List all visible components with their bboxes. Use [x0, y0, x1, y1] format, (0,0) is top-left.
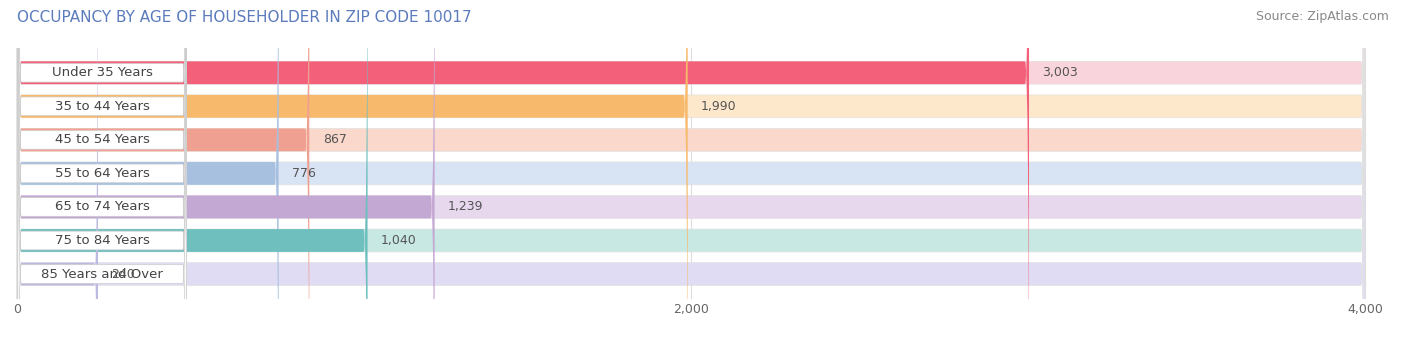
FancyBboxPatch shape — [17, 0, 1365, 340]
FancyBboxPatch shape — [17, 0, 688, 340]
FancyBboxPatch shape — [17, 0, 1365, 340]
FancyBboxPatch shape — [18, 0, 186, 340]
FancyBboxPatch shape — [17, 0, 1365, 340]
Text: 1,040: 1,040 — [381, 234, 416, 247]
FancyBboxPatch shape — [18, 0, 186, 340]
Text: 776: 776 — [292, 167, 316, 180]
FancyBboxPatch shape — [17, 0, 1365, 340]
FancyBboxPatch shape — [17, 0, 98, 340]
Text: Under 35 Years: Under 35 Years — [52, 66, 152, 79]
Text: 1,239: 1,239 — [449, 201, 484, 214]
Text: 867: 867 — [323, 133, 347, 146]
FancyBboxPatch shape — [17, 0, 309, 340]
Text: 3,003: 3,003 — [1042, 66, 1078, 79]
Text: 65 to 74 Years: 65 to 74 Years — [55, 201, 149, 214]
FancyBboxPatch shape — [18, 0, 186, 340]
Text: 75 to 84 Years: 75 to 84 Years — [55, 234, 149, 247]
Text: OCCUPANCY BY AGE OF HOUSEHOLDER IN ZIP CODE 10017: OCCUPANCY BY AGE OF HOUSEHOLDER IN ZIP C… — [17, 10, 471, 25]
FancyBboxPatch shape — [17, 0, 367, 340]
Text: Source: ZipAtlas.com: Source: ZipAtlas.com — [1256, 10, 1389, 23]
Text: 240: 240 — [111, 268, 135, 280]
Text: 55 to 64 Years: 55 to 64 Years — [55, 167, 149, 180]
FancyBboxPatch shape — [18, 0, 186, 340]
FancyBboxPatch shape — [17, 0, 1365, 340]
Text: 85 Years and Over: 85 Years and Over — [41, 268, 163, 280]
FancyBboxPatch shape — [17, 0, 1365, 340]
FancyBboxPatch shape — [17, 0, 434, 340]
FancyBboxPatch shape — [17, 0, 1365, 340]
Text: 1,990: 1,990 — [702, 100, 737, 113]
FancyBboxPatch shape — [18, 0, 186, 340]
FancyBboxPatch shape — [18, 0, 186, 340]
FancyBboxPatch shape — [18, 0, 186, 340]
Text: 45 to 54 Years: 45 to 54 Years — [55, 133, 149, 146]
FancyBboxPatch shape — [17, 0, 278, 340]
Text: 35 to 44 Years: 35 to 44 Years — [55, 100, 149, 113]
FancyBboxPatch shape — [17, 0, 1029, 340]
